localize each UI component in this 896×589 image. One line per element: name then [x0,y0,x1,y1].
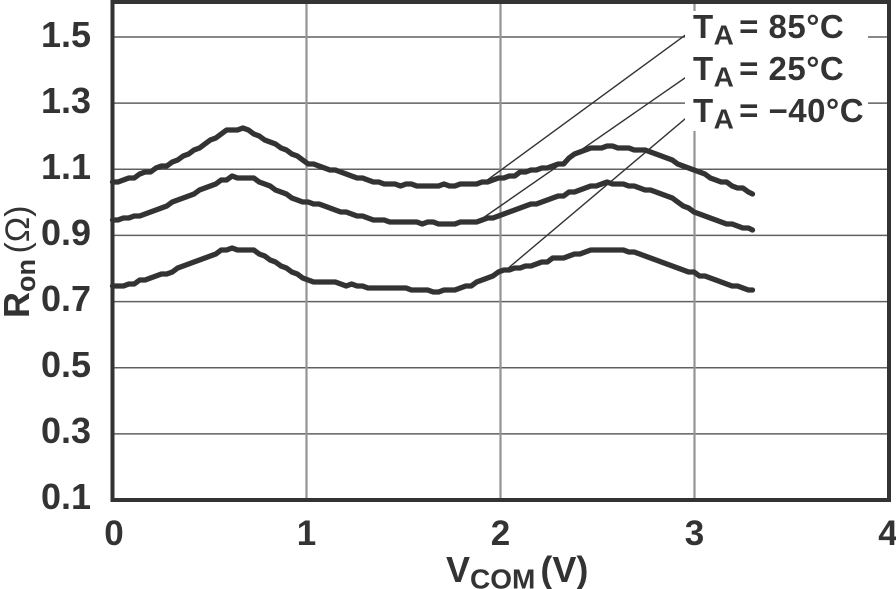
svg-text:Ron (Ω): Ron (Ω) [0,205,41,318]
svg-text:0: 0 [104,514,123,553]
svg-text:TA = −40°C: TA = −40°C [693,92,864,134]
svg-text:1.1: 1.1 [41,146,91,187]
svg-text:1.5: 1.5 [41,14,91,55]
svg-text:0.3: 0.3 [41,410,91,451]
svg-text:0.9: 0.9 [41,212,91,253]
svg-text:1: 1 [297,514,316,553]
svg-text:0.1: 0.1 [41,476,91,517]
svg-text:3: 3 [685,514,704,553]
svg-text:0.5: 0.5 [41,344,91,385]
svg-text:0.7: 0.7 [41,278,91,319]
svg-text:2: 2 [491,514,510,553]
svg-text:TA = 85°C: TA = 85°C [693,8,844,50]
svg-text:1.3: 1.3 [41,80,91,121]
svg-text:4: 4 [878,514,896,553]
